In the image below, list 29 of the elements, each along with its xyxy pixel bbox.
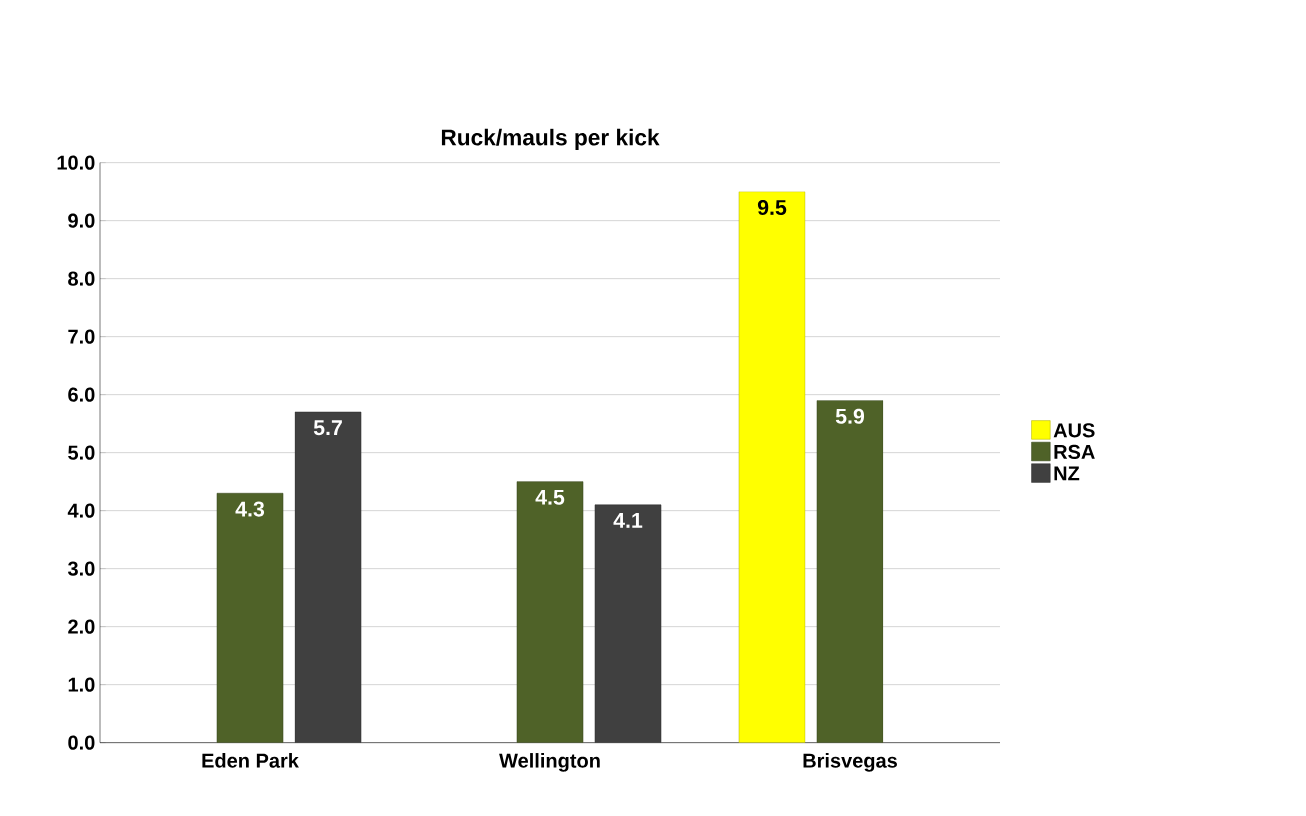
- y-tick-label: 3.0: [67, 561, 95, 576]
- data-label: 4.5: [535, 489, 565, 505]
- bar: [294, 411, 362, 743]
- y-tick-label: 5.0: [68, 445, 95, 460]
- x-tick-label: Wellington: [499, 753, 600, 772]
- y-tick-label: 9.0: [68, 213, 95, 228]
- x-tick-label: Eden Park: [202, 753, 299, 768]
- data-label: 5.7: [313, 420, 342, 436]
- bar: [816, 400, 884, 743]
- data-label: 4.3: [235, 501, 265, 517]
- legend-label: AUS: [1053, 423, 1095, 438]
- chart-title: Ruck/mauls per kick: [441, 128, 660, 150]
- legend-label: RSA: [1054, 444, 1095, 460]
- y-tick-label: 8.0: [68, 271, 95, 286]
- data-label: 4.1: [613, 513, 643, 528]
- data-label: 9.5: [757, 199, 787, 216]
- y-tick-label: 2.0: [68, 619, 95, 634]
- y-tick-label: 7.0: [68, 329, 95, 344]
- bar: [594, 504, 662, 743]
- x-tick-label: Brisvegas: [803, 753, 897, 772]
- legend-label: NZ: [1054, 466, 1080, 481]
- bar: [516, 481, 584, 743]
- y-tick-label: 0.0: [68, 735, 95, 750]
- y-tick-label: 1.0: [68, 677, 95, 692]
- y-tick-label: 6.0: [68, 387, 95, 402]
- y-tick-label: 10.0: [57, 155, 95, 170]
- bar: [216, 492, 284, 743]
- y-tick-label: 4.0: [67, 503, 95, 518]
- data-label: 5.9: [835, 408, 865, 424]
